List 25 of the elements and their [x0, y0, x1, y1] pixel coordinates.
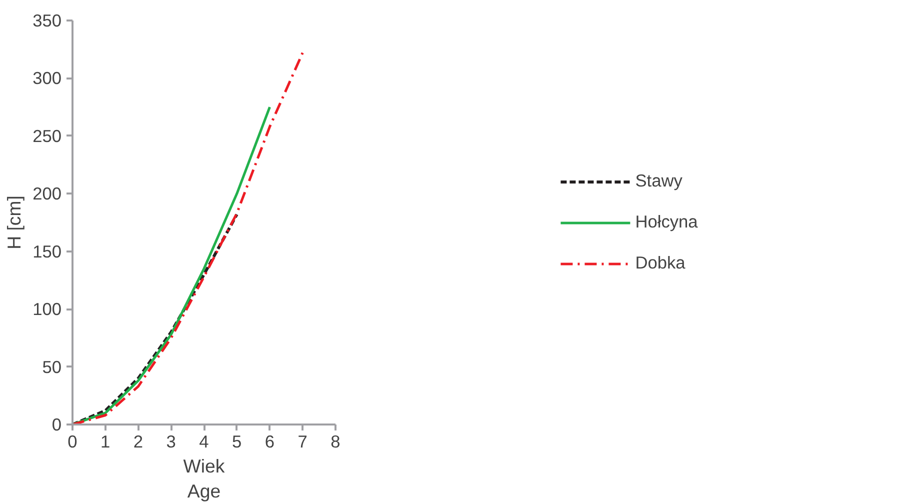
x-tick-label: 0	[68, 432, 78, 452]
line-series	[72, 106, 271, 424]
legend-label: Dobka	[635, 252, 686, 274]
y-tick-label: 200	[32, 184, 62, 204]
x-tick-label: 2	[133, 432, 144, 452]
y-axis-title: H [cm]	[4, 196, 25, 250]
y-tick-label: 100	[32, 299, 62, 320]
y-tick-label: 50	[42, 356, 62, 377]
y-tick-label: 0	[52, 414, 62, 434]
y-tick-label: 350	[32, 10, 62, 30]
x-axis-title: Wiek Age	[183, 456, 226, 502]
x-tick-label: 7	[298, 432, 308, 452]
legend-label: Hołcyna	[635, 212, 698, 232]
line-series	[72, 212, 238, 424]
x-tick-label: 6	[264, 432, 275, 452]
x-tick-label: 5	[232, 432, 242, 452]
x-tick-label: 1	[100, 432, 110, 452]
x-tick-label: 8	[330, 432, 340, 452]
legend-label: Stawy	[635, 170, 682, 192]
x-tick-label: 4	[199, 432, 210, 452]
y-tick-label: 300	[32, 68, 62, 88]
line-series	[72, 52, 304, 424]
y-tick-label: 250	[32, 126, 62, 146]
x-tick-label: 3	[166, 432, 176, 452]
y-tick-label: 150	[32, 241, 62, 262]
